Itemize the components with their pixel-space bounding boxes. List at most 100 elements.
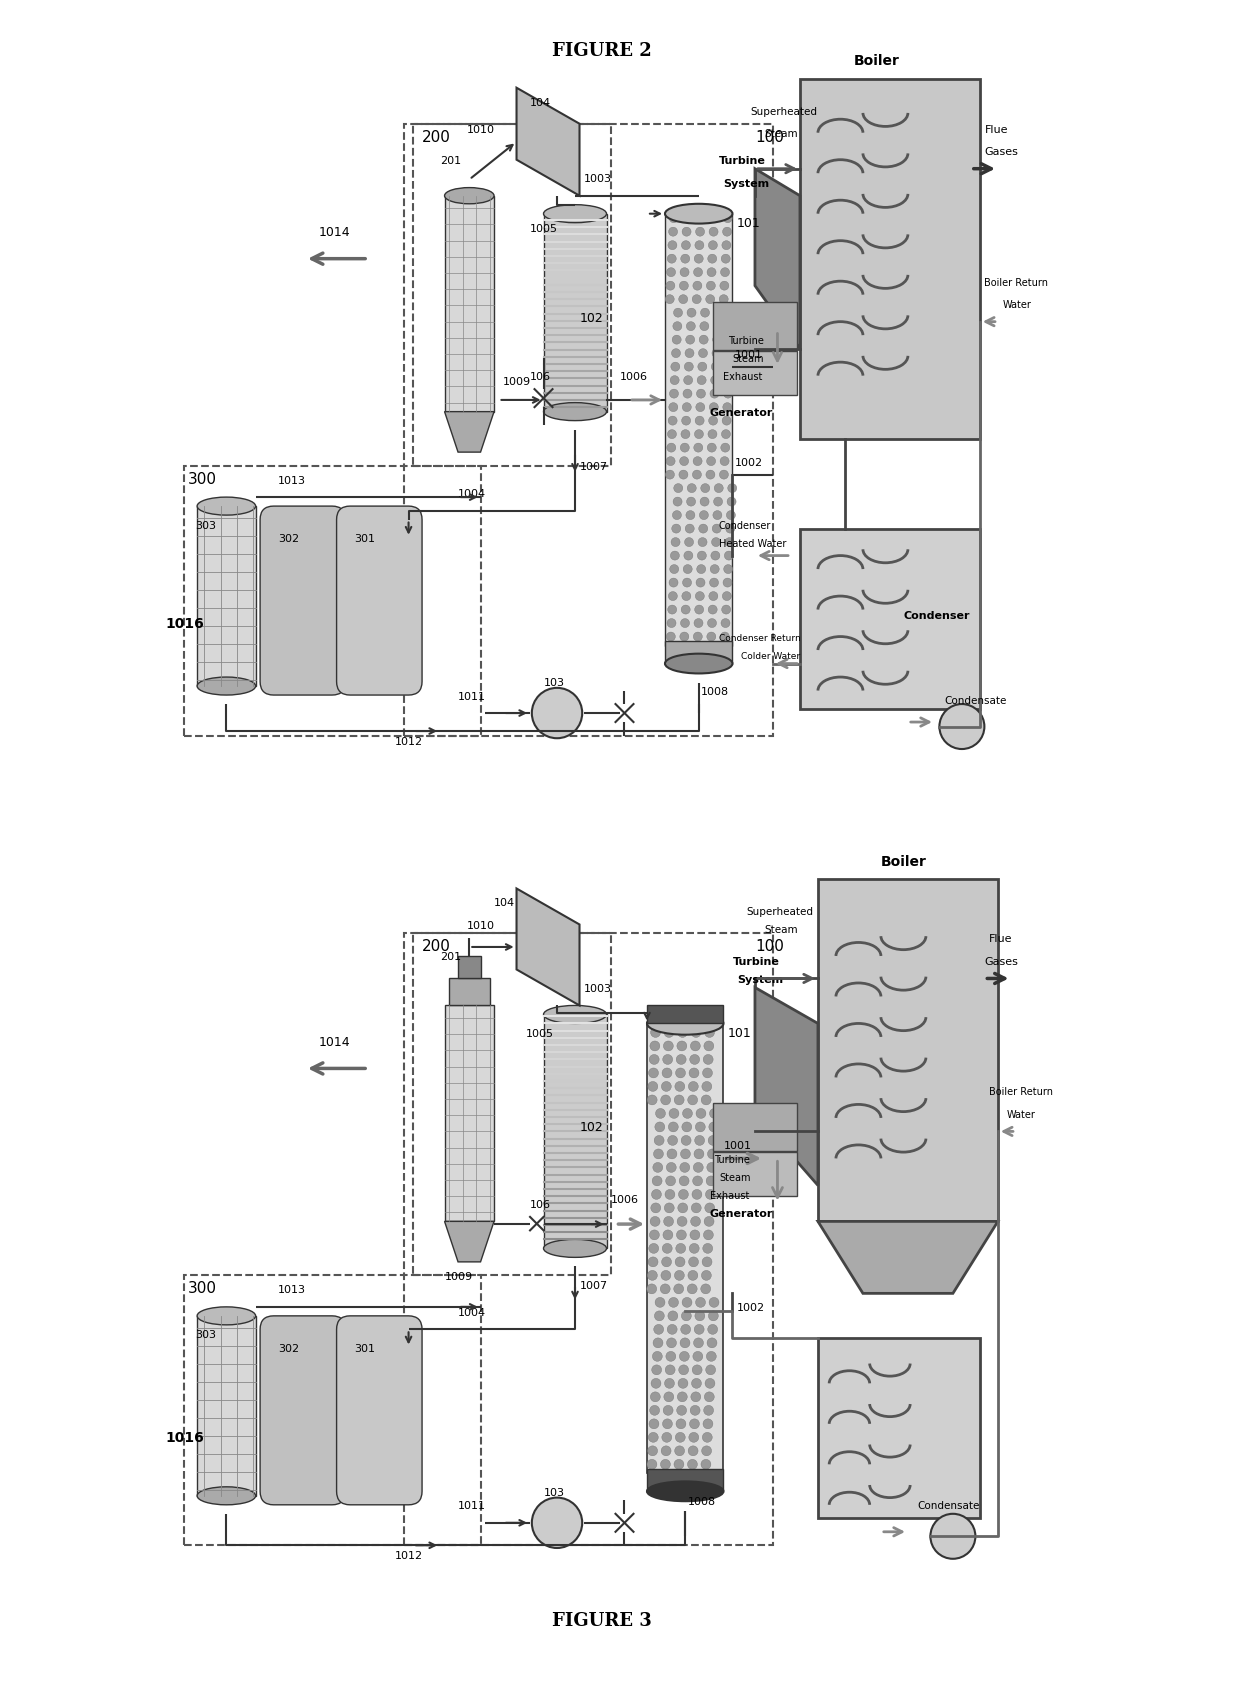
- Circle shape: [662, 1419, 672, 1429]
- Circle shape: [668, 1297, 678, 1307]
- Circle shape: [647, 1095, 657, 1105]
- Text: 1007: 1007: [579, 1280, 608, 1291]
- FancyBboxPatch shape: [445, 1005, 494, 1221]
- Ellipse shape: [647, 1481, 723, 1501]
- Circle shape: [653, 1149, 663, 1159]
- Circle shape: [663, 1405, 673, 1415]
- Circle shape: [650, 1405, 660, 1415]
- Circle shape: [681, 1324, 691, 1334]
- Circle shape: [667, 268, 676, 277]
- Circle shape: [667, 1324, 677, 1334]
- Circle shape: [677, 1392, 687, 1402]
- FancyBboxPatch shape: [336, 506, 422, 695]
- Circle shape: [692, 1365, 702, 1375]
- Circle shape: [668, 592, 677, 601]
- FancyBboxPatch shape: [647, 1469, 723, 1491]
- Circle shape: [696, 1122, 706, 1132]
- Text: System: System: [723, 179, 770, 189]
- Circle shape: [709, 1108, 719, 1118]
- Circle shape: [676, 1419, 686, 1429]
- Circle shape: [691, 1216, 701, 1226]
- FancyBboxPatch shape: [543, 214, 606, 412]
- Circle shape: [682, 228, 691, 236]
- Circle shape: [683, 390, 692, 398]
- Text: 1011: 1011: [458, 692, 486, 702]
- Circle shape: [672, 336, 681, 344]
- FancyBboxPatch shape: [543, 1014, 606, 1248]
- Polygon shape: [517, 88, 579, 196]
- Circle shape: [727, 498, 737, 506]
- Circle shape: [686, 525, 694, 533]
- Circle shape: [655, 1135, 665, 1145]
- Circle shape: [707, 457, 715, 466]
- Circle shape: [652, 1176, 662, 1186]
- Circle shape: [681, 606, 691, 614]
- Circle shape: [704, 1041, 714, 1051]
- Circle shape: [678, 1189, 688, 1199]
- Circle shape: [714, 309, 723, 317]
- Circle shape: [720, 268, 729, 277]
- Text: Generator: Generator: [711, 408, 774, 418]
- Circle shape: [677, 1230, 687, 1240]
- Circle shape: [652, 1162, 662, 1172]
- Circle shape: [650, 1041, 660, 1051]
- Circle shape: [682, 579, 692, 587]
- FancyBboxPatch shape: [445, 196, 494, 412]
- Circle shape: [701, 1095, 711, 1105]
- Text: 101: 101: [728, 1027, 751, 1039]
- Text: Boiler: Boiler: [880, 855, 926, 869]
- Circle shape: [724, 376, 733, 385]
- Text: 1013: 1013: [278, 476, 306, 486]
- Text: 101: 101: [737, 218, 760, 229]
- Circle shape: [655, 1311, 665, 1321]
- FancyBboxPatch shape: [800, 79, 980, 439]
- Circle shape: [667, 1135, 677, 1145]
- Circle shape: [708, 1135, 718, 1145]
- Circle shape: [696, 1108, 706, 1118]
- Circle shape: [691, 1027, 701, 1038]
- Circle shape: [686, 511, 694, 520]
- Circle shape: [692, 471, 702, 479]
- Circle shape: [709, 592, 718, 601]
- Circle shape: [676, 1054, 686, 1064]
- Circle shape: [681, 1135, 691, 1145]
- Circle shape: [723, 214, 733, 223]
- Text: 201: 201: [440, 157, 461, 167]
- Circle shape: [681, 444, 689, 452]
- Circle shape: [727, 322, 735, 331]
- Circle shape: [702, 1081, 712, 1091]
- Text: 100: 100: [755, 130, 784, 145]
- Circle shape: [681, 255, 689, 263]
- Circle shape: [670, 1108, 680, 1118]
- Circle shape: [701, 1284, 711, 1294]
- Circle shape: [684, 349, 694, 358]
- Circle shape: [647, 1081, 657, 1091]
- Circle shape: [532, 688, 583, 739]
- Circle shape: [707, 268, 715, 277]
- Circle shape: [677, 1405, 687, 1415]
- Circle shape: [694, 1311, 704, 1321]
- Circle shape: [656, 1108, 666, 1118]
- Circle shape: [696, 403, 704, 412]
- Text: 106: 106: [529, 373, 551, 383]
- FancyBboxPatch shape: [713, 351, 797, 395]
- Circle shape: [722, 606, 730, 614]
- Circle shape: [666, 633, 676, 641]
- Circle shape: [678, 295, 688, 304]
- Circle shape: [662, 1257, 672, 1267]
- Circle shape: [650, 1230, 660, 1240]
- Circle shape: [668, 228, 677, 236]
- Circle shape: [675, 1270, 684, 1280]
- Circle shape: [682, 403, 692, 412]
- Circle shape: [660, 1284, 670, 1294]
- Circle shape: [720, 619, 730, 628]
- Circle shape: [696, 214, 706, 223]
- Circle shape: [708, 1311, 718, 1321]
- Circle shape: [686, 336, 694, 344]
- Text: 106: 106: [529, 1199, 551, 1210]
- Circle shape: [728, 309, 737, 317]
- Circle shape: [666, 471, 675, 479]
- Text: 1012: 1012: [396, 1550, 423, 1560]
- Circle shape: [668, 1122, 678, 1132]
- Circle shape: [655, 1297, 665, 1307]
